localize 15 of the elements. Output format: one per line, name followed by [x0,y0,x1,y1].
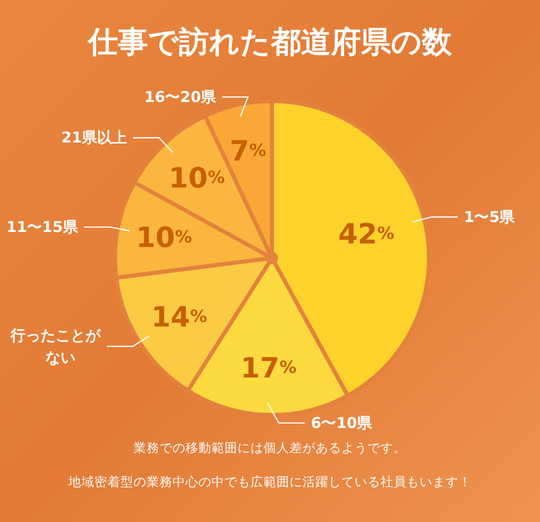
data-label: 14% [151,300,208,334]
data-label: 10% [136,220,192,254]
slice-label: 21県以上 [61,128,128,147]
data-label: 42% [338,217,394,250]
text: 業務での移動範囲には個人差があるようです。 [134,440,406,455]
data-label: 17% [240,351,297,384]
slice-label: 11〜15県 [6,218,79,236]
chart-title: 仕事で訪れた都道府県の数 [86,25,453,60]
data-label: 7% [230,134,266,168]
data-label: 10% [168,161,225,194]
slice-label: 行ったことがない [10,326,102,366]
text: 地域密着型の業務中心の中でも広範囲に活躍している社員もいます！ [68,474,472,489]
slice-label: 1〜5県 [464,208,516,226]
slice-label: 6〜10県 [310,414,374,432]
slice-label: 16〜20県 [144,88,218,106]
